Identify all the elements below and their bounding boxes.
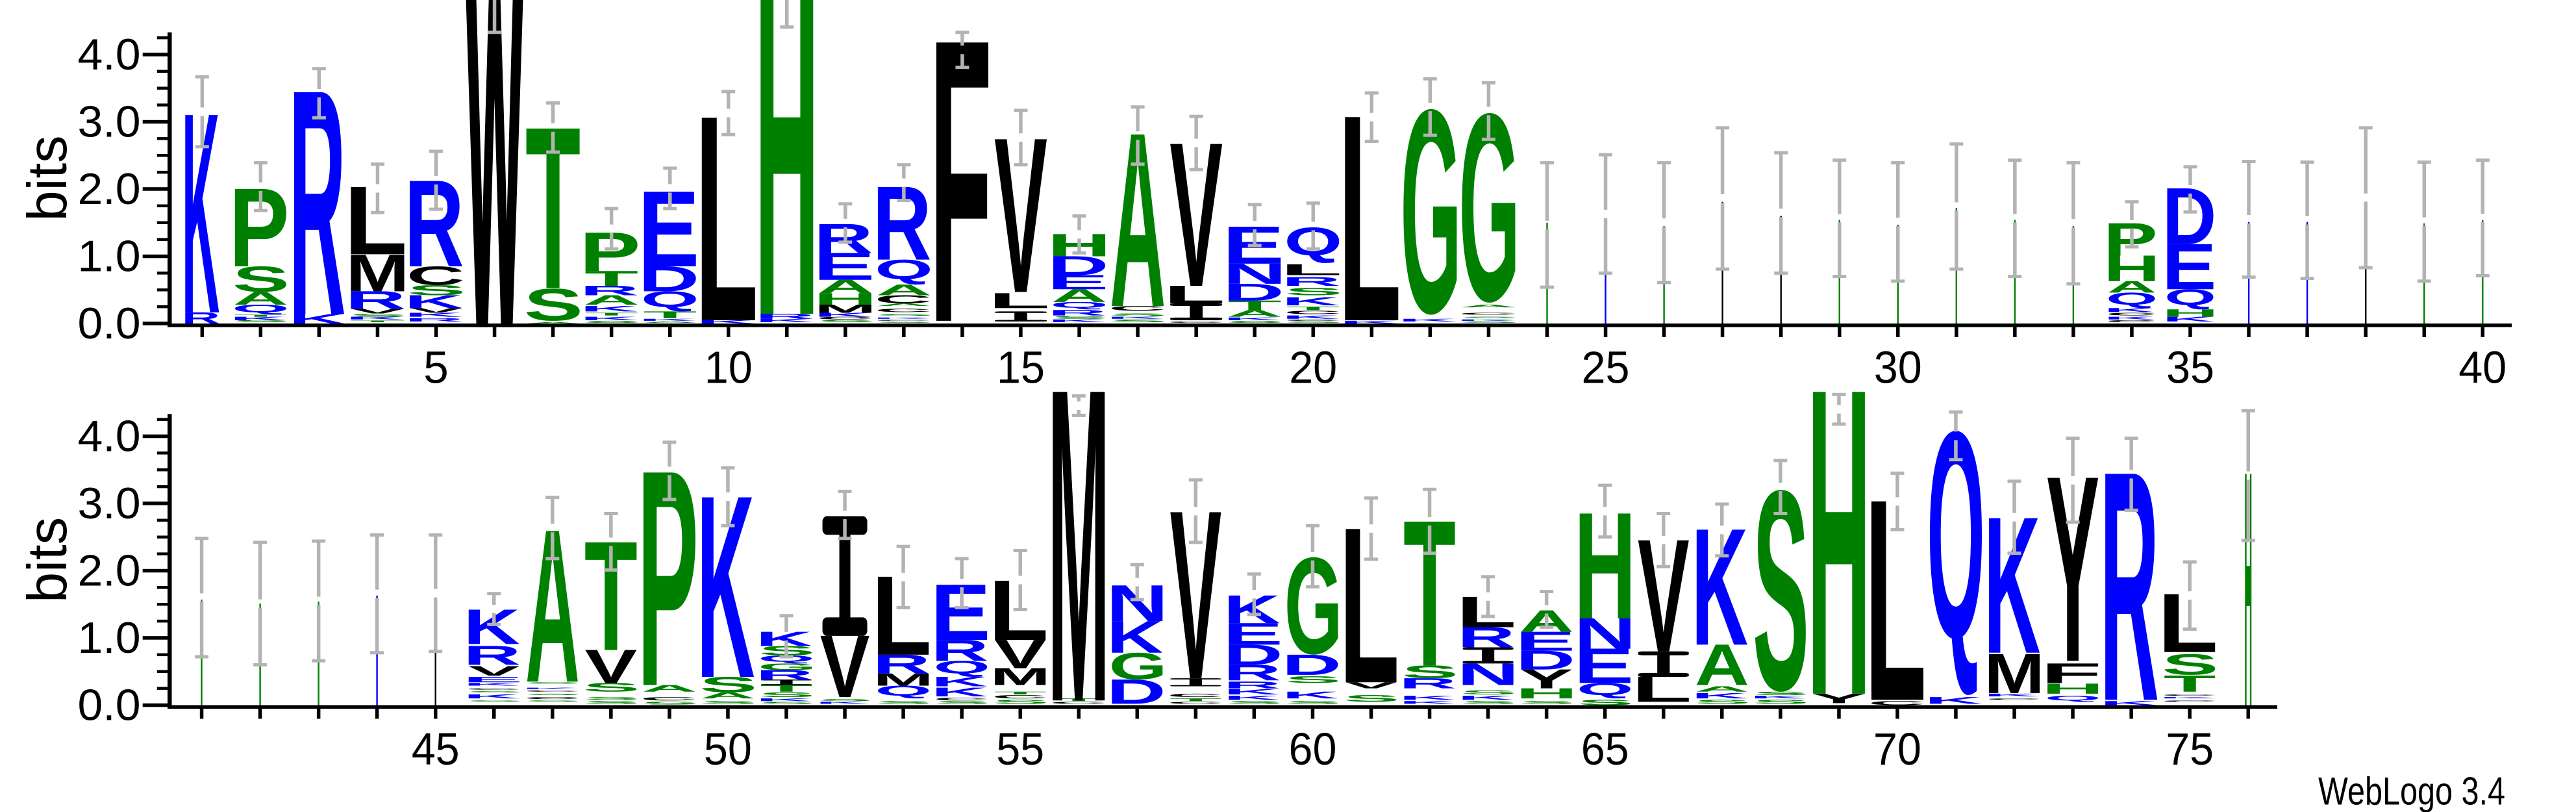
- svg-text:25: 25: [1582, 342, 1630, 392]
- svg-text:5: 5: [423, 342, 449, 392]
- svg-text:3.0: 3.0: [78, 98, 141, 147]
- svg-text:15: 15: [997, 342, 1045, 392]
- svg-text:WebLogo 3.4: WebLogo 3.4: [2318, 769, 2505, 812]
- svg-text:65: 65: [1581, 724, 1629, 774]
- svg-text:30: 30: [1874, 342, 1922, 392]
- svg-text:20: 20: [1289, 342, 1337, 392]
- svg-text:1.0: 1.0: [78, 233, 141, 281]
- svg-text:0.0: 0.0: [78, 299, 141, 348]
- svg-text:75: 75: [2166, 724, 2214, 774]
- svg-text:4.0: 4.0: [78, 412, 141, 461]
- svg-text:2.0: 2.0: [78, 547, 141, 596]
- svg-text:10: 10: [705, 342, 753, 392]
- svg-text:60: 60: [1289, 724, 1337, 774]
- svg-text:70: 70: [1873, 724, 1921, 774]
- svg-text:2.0: 2.0: [78, 165, 141, 214]
- svg-text:bits: bits: [17, 136, 79, 222]
- svg-text:0.0: 0.0: [78, 681, 141, 730]
- svg-text:55: 55: [996, 724, 1044, 774]
- svg-text:35: 35: [2166, 342, 2214, 392]
- svg-text:bits: bits: [17, 517, 79, 603]
- svg-text:3.0: 3.0: [78, 479, 141, 528]
- svg-text:45: 45: [412, 724, 460, 774]
- svg-text:50: 50: [704, 724, 752, 774]
- svg-text:4.0: 4.0: [78, 31, 141, 79]
- svg-text:1.0: 1.0: [78, 614, 141, 663]
- svg-text:40: 40: [2458, 342, 2507, 392]
